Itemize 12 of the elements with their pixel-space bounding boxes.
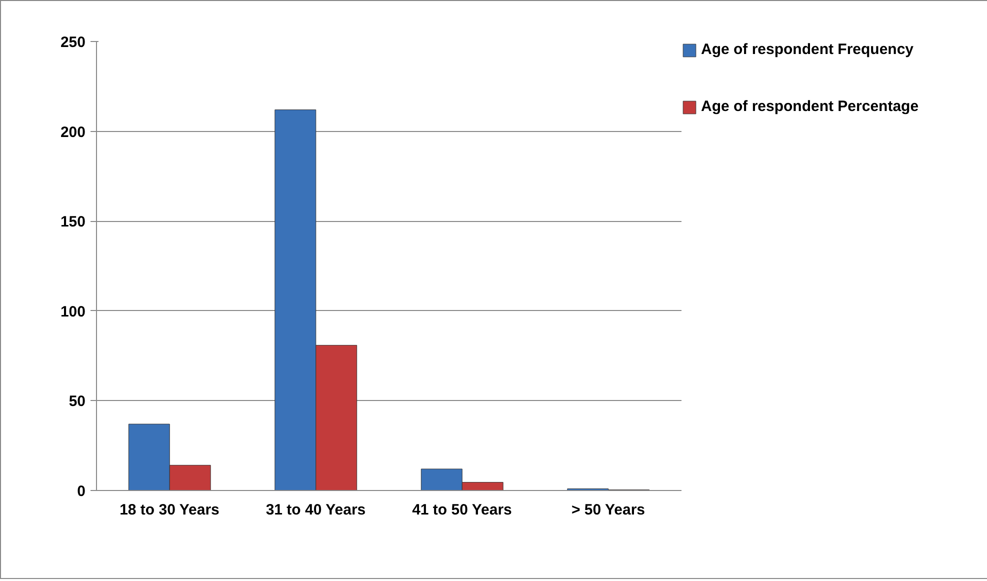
x-tick-label: 31 to 40 Years (266, 502, 366, 518)
y-tick-label: 250 (60, 34, 86, 51)
legend-label: Age of respondent Frequency (701, 41, 914, 58)
y-tick-label: 50 (68, 393, 86, 410)
x-tick-label: 41 to 50 Years (412, 502, 512, 518)
y-tick-label: 100 (60, 303, 86, 320)
y-tick-label: 150 (60, 214, 86, 231)
y-tick-label: 200 (60, 124, 86, 141)
y-tick-label: 0 (77, 483, 86, 500)
legend-label: Age of respondent Percentage (701, 98, 919, 115)
x-tick-label: > 50 Years (571, 502, 646, 518)
x-tick-label: 18 to 30 Years (120, 502, 220, 518)
